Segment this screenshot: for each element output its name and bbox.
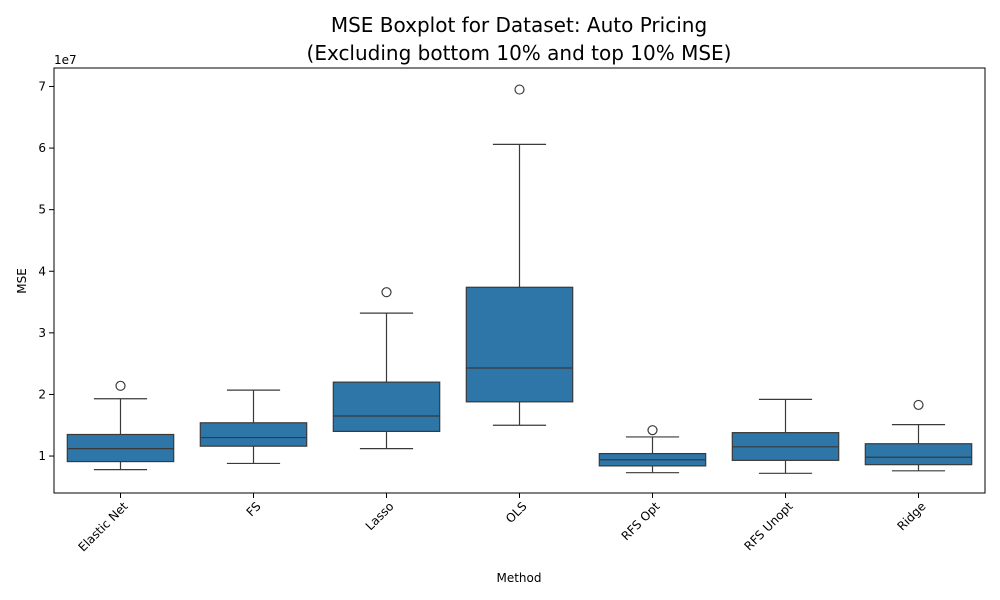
x-tick-label: OLS — [503, 499, 530, 526]
y-tick-label: 1 — [38, 449, 46, 463]
y-tick-label: 3 — [38, 326, 46, 340]
y-tick-label: 6 — [38, 141, 46, 155]
box-lasso — [332, 381, 441, 433]
y-tick-label: 4 — [38, 264, 46, 278]
box-ols — [465, 286, 574, 403]
x-tick-label: Elastic Net — [75, 499, 130, 554]
y-axis-label: MSE — [15, 268, 29, 294]
outlier-point — [913, 399, 924, 411]
box-ridge — [864, 443, 973, 466]
box-fs — [199, 422, 308, 447]
outlier-point — [514, 84, 525, 95]
chart-title-line-2: (Excluding bottom 10% and top 10% MSE) — [307, 41, 732, 65]
outlier-point — [381, 287, 392, 298]
x-tick-label: RFS Unopt — [742, 499, 796, 553]
chart-title-line-1: MSE Boxplot for Dataset: Auto Pricing — [331, 13, 707, 37]
x-tick-label: Lasso — [363, 499, 397, 533]
y-scale-label: 1e7 — [54, 53, 77, 67]
y-tick-label: 2 — [38, 387, 46, 401]
x-axis-label: Method — [496, 571, 541, 585]
x-tick-label: FS — [244, 499, 264, 519]
x-tick-label: RFS Opt — [619, 499, 663, 543]
plot-frame — [53, 67, 986, 494]
y-tick-label: 5 — [38, 203, 46, 217]
outlier-point — [647, 425, 658, 436]
x-tick-label: Ridge — [894, 499, 928, 533]
outlier-point — [115, 380, 126, 391]
y-tick-label: 7 — [38, 79, 46, 93]
plot-area: 1 2 3 4 5 6 7 Elastic Net FS Lasso OLS RFS Opt RFS U… — [38, 67, 986, 554]
box-elastic-net — [66, 433, 175, 463]
